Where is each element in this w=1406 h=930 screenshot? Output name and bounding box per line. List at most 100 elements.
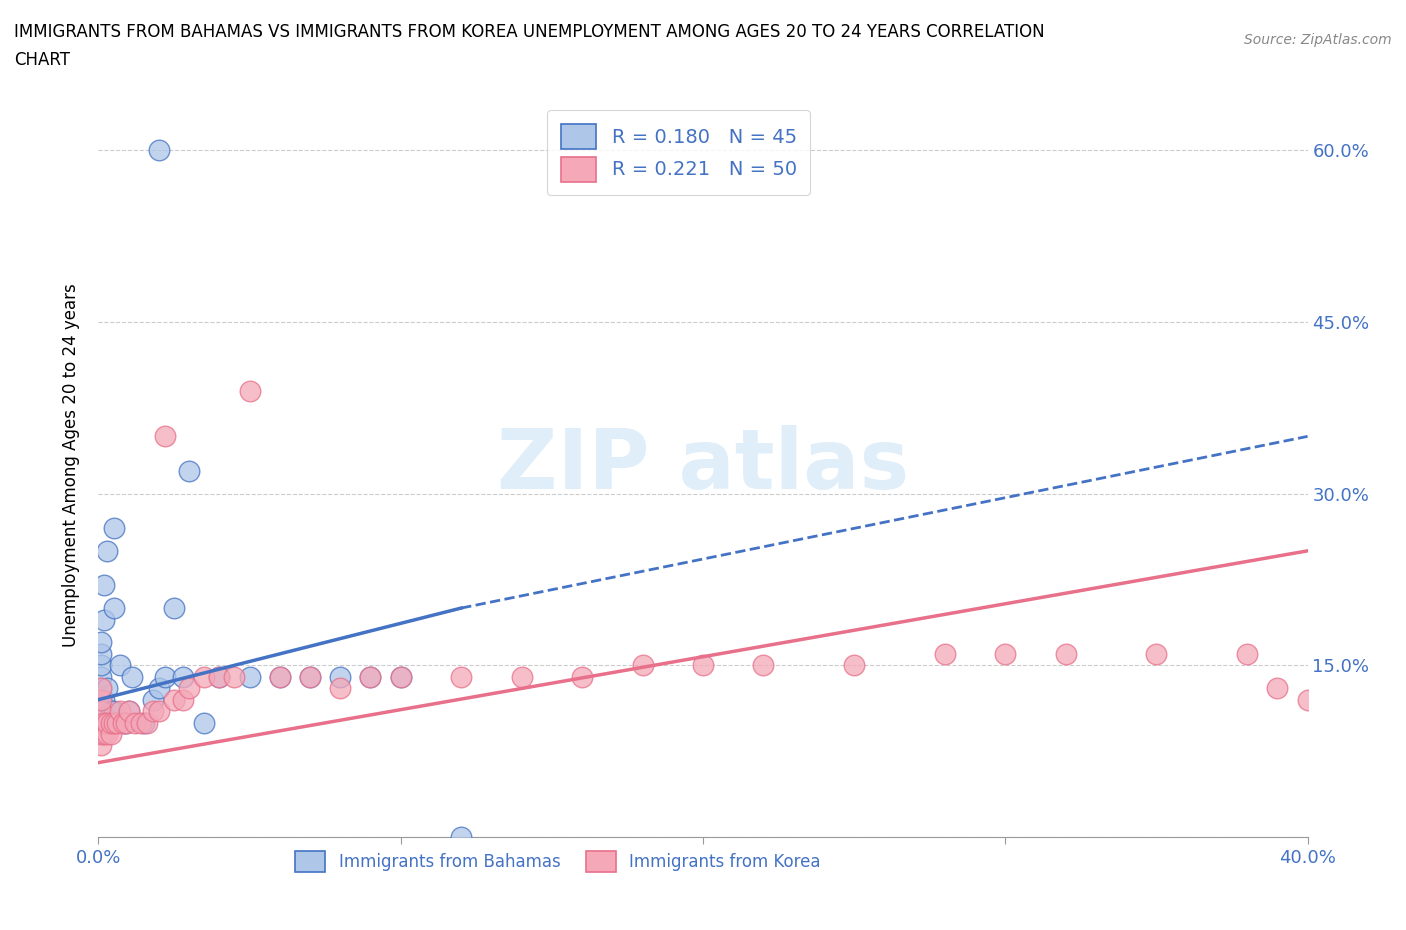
Point: [389, 670, 412, 684]
Point: [96, 681, 118, 696]
Point: [153, 429, 176, 444]
Point: [269, 670, 291, 684]
Point: [329, 670, 352, 684]
Point: [90, 715, 112, 730]
Point: [93, 578, 115, 592]
Point: [148, 681, 170, 696]
Point: [153, 670, 176, 684]
Point: [103, 715, 125, 730]
Point: [1144, 646, 1167, 661]
Point: [129, 715, 152, 730]
Point: [148, 704, 170, 719]
Point: [100, 704, 122, 719]
Point: [1054, 646, 1077, 661]
Point: [172, 670, 194, 684]
Point: [844, 658, 866, 672]
Point: [239, 670, 262, 684]
Point: [118, 704, 141, 719]
Point: [103, 521, 125, 536]
Point: [1296, 692, 1319, 707]
Point: [571, 670, 593, 684]
Point: [752, 658, 775, 672]
Point: [299, 670, 322, 684]
Point: [108, 658, 131, 672]
Point: [90, 692, 112, 707]
Point: [179, 463, 201, 478]
Point: [105, 715, 128, 730]
Point: [105, 715, 128, 730]
Point: [90, 646, 112, 661]
Point: [510, 670, 533, 684]
Point: [179, 681, 201, 696]
Point: [224, 670, 246, 684]
Point: [124, 715, 146, 730]
Point: [90, 704, 112, 719]
Point: [142, 704, 165, 719]
Point: [90, 726, 112, 741]
Point: [90, 670, 112, 684]
Y-axis label: Unemployment Among Ages 20 to 24 years: Unemployment Among Ages 20 to 24 years: [62, 283, 80, 647]
Point: [93, 726, 115, 741]
Point: [934, 646, 956, 661]
Point: [389, 670, 412, 684]
Point: [111, 715, 134, 730]
Point: [163, 692, 186, 707]
Text: IMMIGRANTS FROM BAHAMAS VS IMMIGRANTS FROM KOREA UNEMPLOYMENT AMONG AGES 20 TO 2: IMMIGRANTS FROM BAHAMAS VS IMMIGRANTS FR…: [14, 23, 1045, 41]
Point: [135, 715, 157, 730]
Point: [90, 738, 112, 753]
Point: [93, 715, 115, 730]
Point: [103, 715, 125, 730]
Point: [111, 715, 134, 730]
Text: CHART: CHART: [14, 51, 70, 69]
Point: [299, 670, 322, 684]
Point: [108, 704, 131, 719]
Point: [90, 681, 112, 696]
Point: [93, 715, 115, 730]
Point: [93, 704, 115, 719]
Point: [329, 681, 352, 696]
Legend: Immigrants from Bahamas, Immigrants from Korea: Immigrants from Bahamas, Immigrants from…: [287, 843, 828, 881]
Point: [96, 543, 118, 558]
Point: [148, 143, 170, 158]
Point: [360, 670, 382, 684]
Point: [172, 692, 194, 707]
Point: [132, 715, 155, 730]
Point: [96, 715, 118, 730]
Point: [93, 612, 115, 627]
Point: [114, 715, 136, 730]
Point: [692, 658, 714, 672]
Point: [1267, 681, 1289, 696]
Point: [193, 670, 215, 684]
Point: [96, 726, 118, 741]
Point: [360, 670, 382, 684]
Point: [118, 704, 141, 719]
Point: [1236, 646, 1258, 661]
Point: [90, 681, 112, 696]
Point: [239, 383, 262, 398]
Point: [994, 646, 1017, 661]
Point: [93, 692, 115, 707]
Point: [208, 670, 231, 684]
Point: [90, 715, 112, 730]
Point: [193, 715, 215, 730]
Text: ZIP atlas: ZIP atlas: [496, 424, 910, 506]
Point: [90, 692, 112, 707]
Point: [631, 658, 654, 672]
Point: [208, 670, 231, 684]
Point: [103, 601, 125, 616]
Point: [96, 715, 118, 730]
Point: [450, 670, 472, 684]
Point: [269, 670, 291, 684]
Point: [100, 726, 122, 741]
Text: Source: ZipAtlas.com: Source: ZipAtlas.com: [1244, 33, 1392, 46]
Point: [450, 830, 472, 844]
Point: [100, 715, 122, 730]
Point: [90, 635, 112, 650]
Point: [121, 670, 143, 684]
Point: [103, 704, 125, 719]
Point: [163, 601, 186, 616]
Point: [100, 715, 122, 730]
Point: [90, 658, 112, 672]
Point: [142, 692, 165, 707]
Point: [114, 715, 136, 730]
